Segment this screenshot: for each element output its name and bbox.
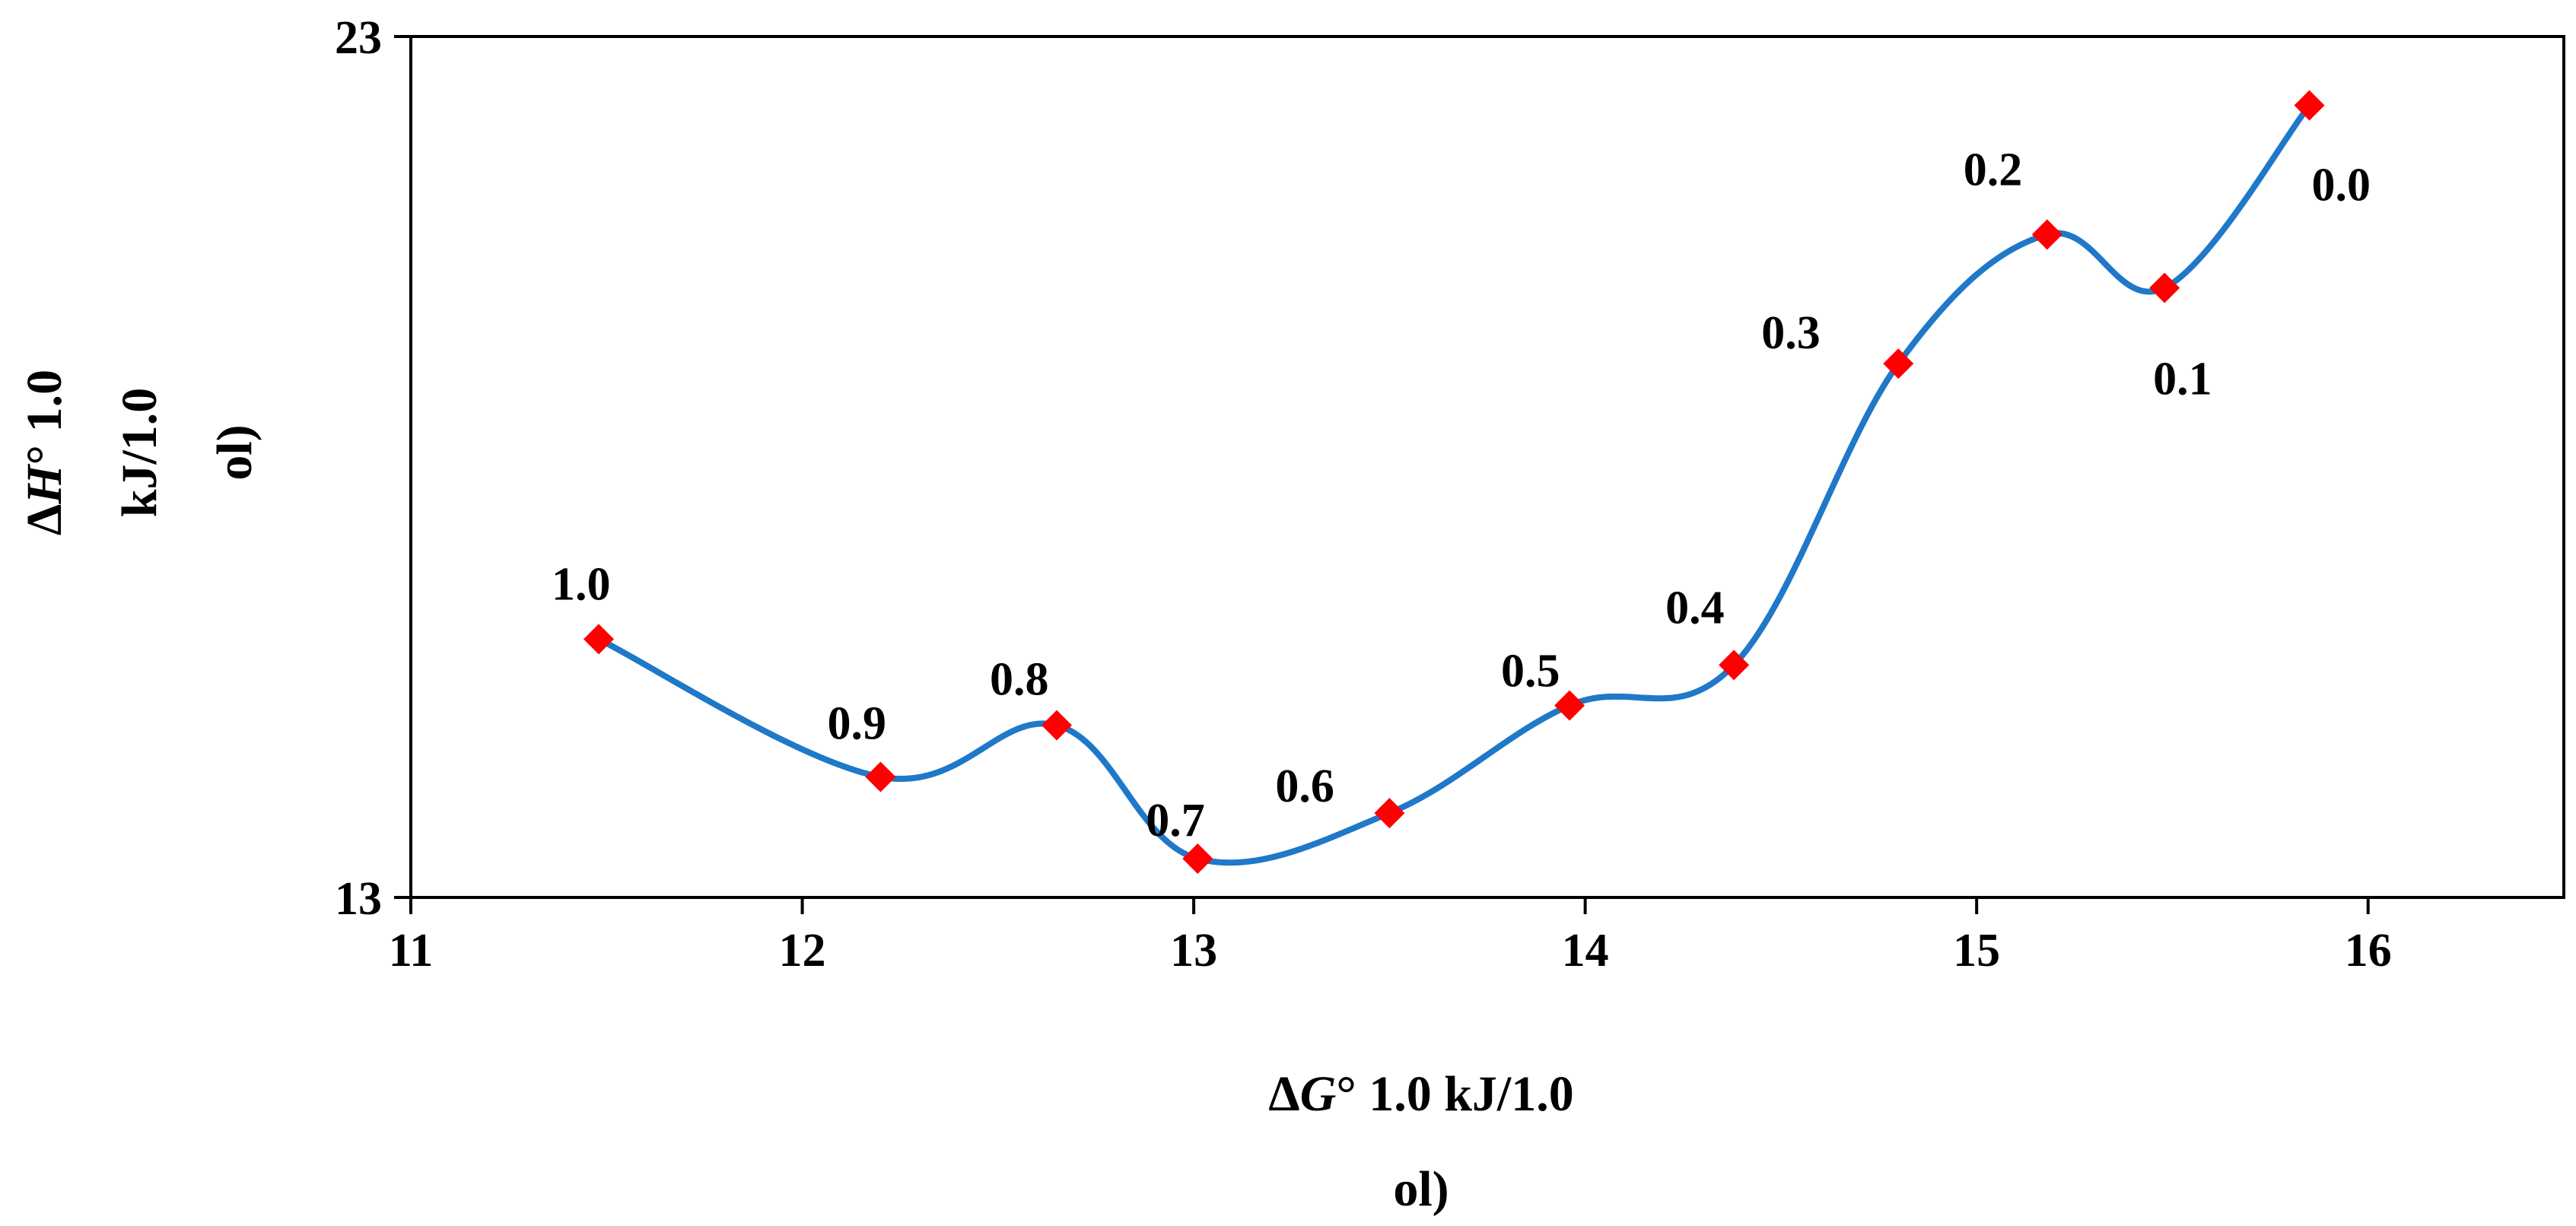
x-tick-label: 14 (1562, 925, 1609, 977)
y-tick-label: 23 (335, 12, 382, 64)
x-tick-label: 16 (2345, 925, 2392, 977)
x-tick-label: 15 (1953, 925, 2000, 977)
point-labels: 1.0 0.9 0.8 0.7 0.6 0.5 0.4 0.3 0.2 0.1 0.0 (552, 144, 2371, 846)
data-point-label: 0.0 (2312, 160, 2371, 211)
data-point-marker (1554, 690, 1585, 721)
data-point-marker (2149, 272, 2180, 303)
data-point-marker (2031, 219, 2062, 250)
x-tick-label: 12 (779, 925, 826, 977)
y-axis-title-line2: kJ/1.0 (112, 388, 167, 518)
data-point-label: 0.1 (2153, 354, 2212, 405)
data-point-marker (1182, 843, 1213, 875)
data-point-label: 0.9 (827, 698, 886, 750)
y-axis-title-line1: ΔH° 1.0 (17, 370, 72, 535)
y-axis-title: ΔH° 1.0 kJ/1.0 ol) (17, 370, 262, 535)
x-tick-label: 13 (1170, 925, 1217, 977)
data-point-label: 0.4 (1665, 582, 1725, 634)
data-point-label: 0.7 (1146, 795, 1205, 846)
y-axis-title-line3: ol) (207, 424, 262, 480)
series-markers (583, 90, 2325, 875)
data-point-marker (1883, 348, 1914, 380)
data-point-label: 0.6 (1275, 761, 1334, 812)
plot-area-frame (409, 35, 2565, 899)
data-point-marker (1042, 710, 1072, 741)
x-tick-label: 11 (389, 925, 434, 977)
data-point-marker (865, 761, 896, 792)
x-axis-title-line2: ol) (1393, 1161, 1449, 1217)
y-axis-ticks: 13 23 (335, 12, 411, 925)
y-tick-label: 13 (335, 873, 382, 925)
data-point-label: 0.2 (1964, 144, 2023, 195)
data-point-marker (1374, 798, 1405, 829)
data-point-label: 1.0 (552, 558, 611, 610)
data-point-label: 0.5 (1501, 646, 1560, 697)
x-axis-ticks: 11 12 13 14 15 16 (389, 897, 2392, 977)
data-point-label: 0.8 (990, 654, 1049, 706)
data-point-marker (1719, 650, 1750, 681)
data-point-marker (583, 624, 614, 655)
data-point-label: 0.3 (1761, 307, 1821, 359)
data-point-marker (2294, 90, 2325, 121)
x-axis-title: ΔG° 1.0 kJ/1.0 (1268, 1066, 1574, 1122)
